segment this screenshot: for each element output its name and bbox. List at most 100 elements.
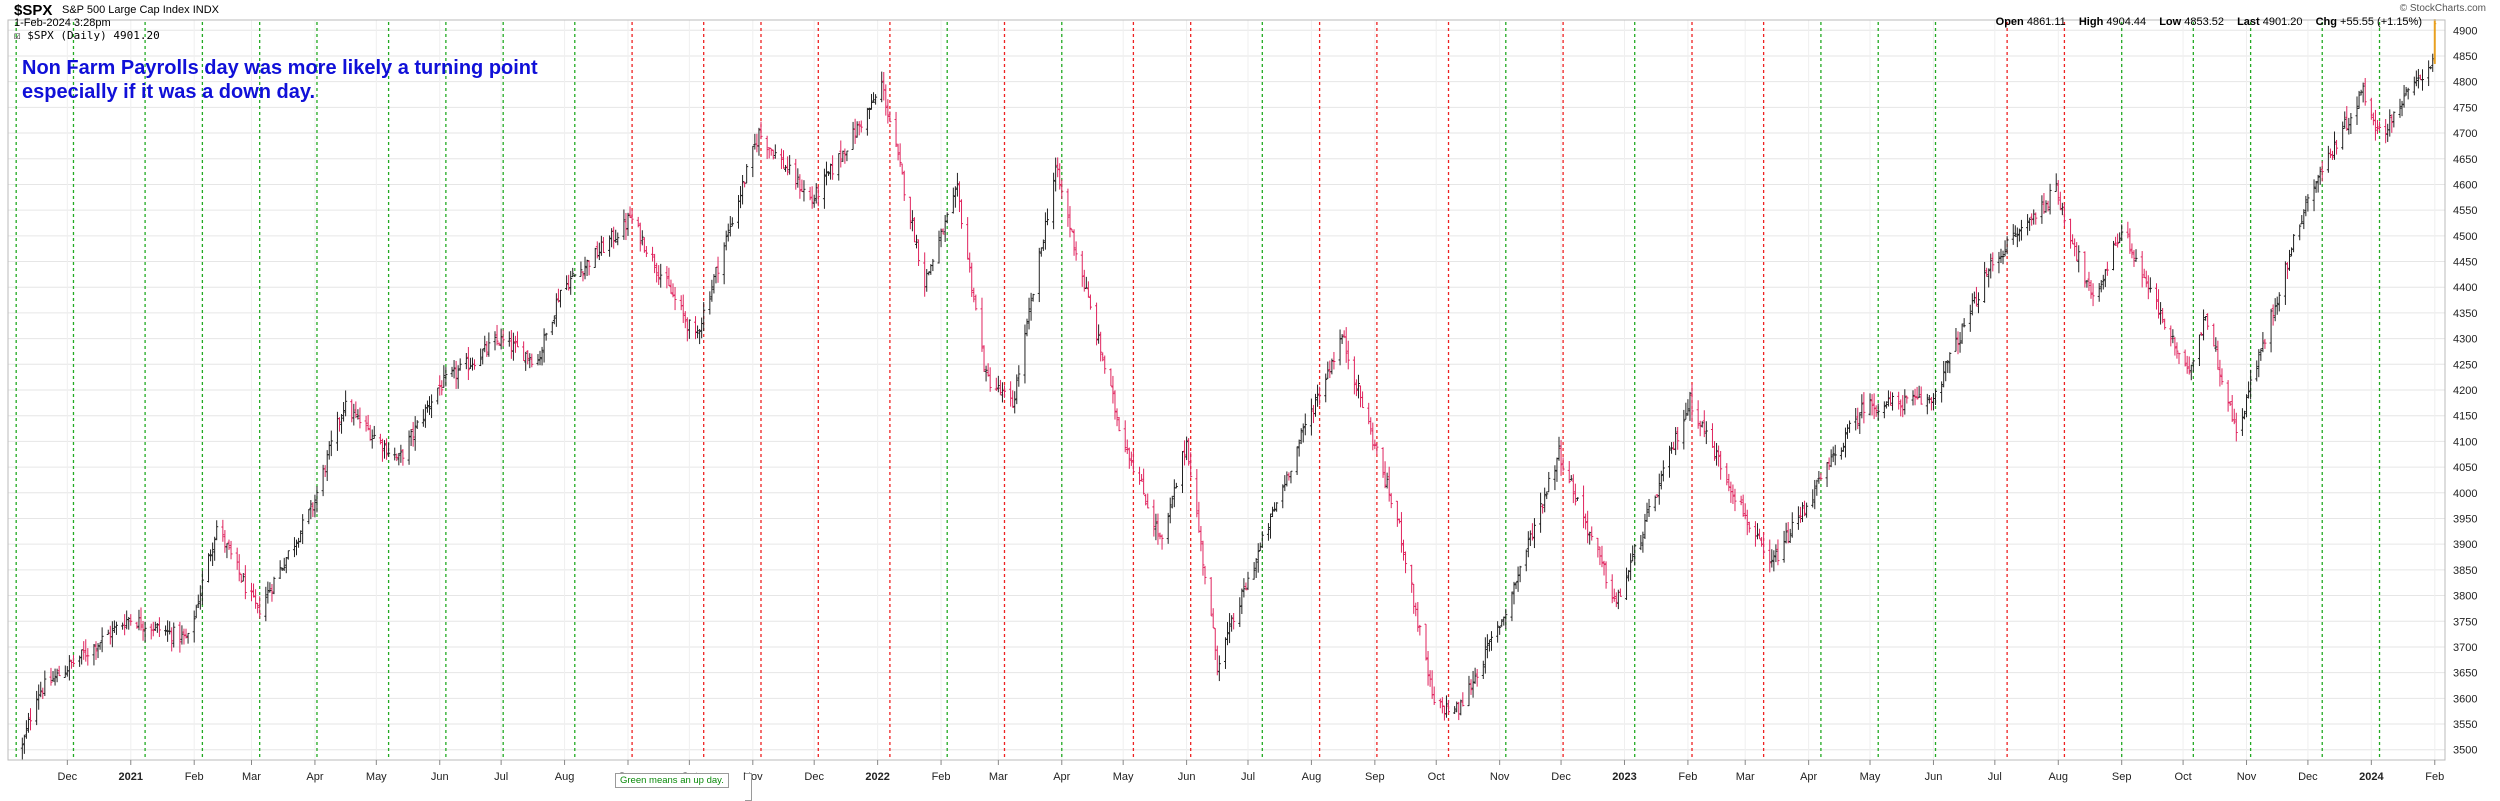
ohlc-bar xyxy=(1567,461,1571,484)
ohlc-bar xyxy=(1569,475,1573,481)
ohlc-bar xyxy=(698,328,702,345)
ohlc-bar xyxy=(1618,588,1622,597)
ohlc-bar xyxy=(1354,379,1358,397)
ohlc-bar xyxy=(1768,539,1772,573)
low-label: Low xyxy=(2159,16,2182,28)
ohlc-bar xyxy=(401,449,405,466)
ohlc-bar xyxy=(2406,87,2410,100)
ohlc-bar xyxy=(2320,161,2324,182)
ohlc-bar xyxy=(454,360,458,389)
ohlc-bar xyxy=(1518,565,1522,583)
ohlc-bar xyxy=(1682,409,1686,450)
ohlc-bar xyxy=(2128,228,2132,254)
ohlc-bar xyxy=(1530,523,1534,541)
ohlc-bar xyxy=(1424,623,1428,661)
ohlc-bar xyxy=(2191,360,2195,372)
ohlc-bar xyxy=(966,217,970,260)
ohlc-bar xyxy=(368,424,372,441)
x-tick-label: Aug xyxy=(2048,771,2068,783)
ohlc-bar xyxy=(143,621,147,642)
ohlc-bar xyxy=(2255,360,2259,382)
ohlc-bar xyxy=(917,239,921,266)
ohlc-bar xyxy=(957,181,961,213)
y-tick-label: 4700 xyxy=(2453,128,2477,140)
ohlc-bar xyxy=(2357,90,2361,109)
ohlc-bar xyxy=(1999,248,2003,263)
ohlc-bar xyxy=(2388,109,2392,137)
ohlc-bar xyxy=(211,542,215,566)
ohlc-bar xyxy=(1273,502,1277,512)
ohlc-bar xyxy=(225,543,229,559)
ohlc-bar xyxy=(1502,616,1506,626)
ohlc-bar xyxy=(1129,451,1133,466)
ohlc-bar xyxy=(1238,597,1242,628)
ohlc-bar xyxy=(524,351,528,371)
ohlc-bar xyxy=(493,331,497,351)
ohlc-bar xyxy=(845,150,849,162)
ohlc-bar xyxy=(1713,441,1717,461)
ohlc-bar xyxy=(2269,308,2273,353)
y-tick-label: 4900 xyxy=(2453,25,2477,37)
ohlc-bar xyxy=(1667,445,1671,478)
ohlc-bar xyxy=(282,557,286,571)
ohlc-bar xyxy=(301,514,305,544)
ohlc-bar xyxy=(370,429,374,449)
ohlc-bar xyxy=(2019,219,2023,241)
nfp-day-lines xyxy=(15,22,2381,760)
ohlc-bar xyxy=(728,216,732,237)
ohlc-bar xyxy=(1371,422,1375,451)
ohlc-bar xyxy=(1489,631,1493,651)
ohlc-bar xyxy=(1819,472,1823,481)
ohlc-bar xyxy=(1504,608,1508,629)
ohlc-bar xyxy=(1700,421,1704,428)
ohlc-bar xyxy=(1181,451,1185,493)
ohlc-bar xyxy=(1942,361,1946,388)
ohlc-bar xyxy=(2304,195,2308,217)
ohlc-bar xyxy=(1383,461,1387,489)
gridlines xyxy=(8,20,2445,760)
ohlc-bar xyxy=(802,180,806,202)
ohlc-bar xyxy=(2060,202,2064,216)
ohlc-bar xyxy=(1125,439,1129,454)
index-name-text: S&P 500 Large Cap Index xyxy=(62,4,190,16)
ohlc-bar xyxy=(853,118,857,144)
ohlc-bar xyxy=(1684,402,1688,420)
ohlc-bar xyxy=(2189,364,2193,381)
ohlc-bar xyxy=(2026,214,2030,236)
ohlc-bar xyxy=(542,328,546,363)
ohlc-bar xyxy=(1960,323,1964,344)
series-legend-text: $SPX (Daily) 4901.20 xyxy=(27,29,160,42)
ohlc-bar xyxy=(1719,450,1723,480)
ohlc-bar xyxy=(1897,391,1901,410)
ohlc-bar xyxy=(1559,440,1563,476)
ohlc-bar xyxy=(1166,512,1170,544)
x-tick-label: 2022 xyxy=(865,771,889,783)
ohlc-bar xyxy=(2083,251,2087,288)
ohlc-bar xyxy=(2277,292,2281,312)
ohlc-bar xyxy=(1395,500,1399,527)
ohlc-bar xyxy=(98,642,102,650)
ohlc-bar xyxy=(513,335,517,353)
ohlc-bar xyxy=(1745,509,1749,536)
ohlc-bar xyxy=(1289,470,1293,484)
legend-toggle-icon[interactable]: ☑ xyxy=(14,29,21,42)
ohlc-bar xyxy=(1025,318,1029,337)
ohlc-bar xyxy=(522,341,526,361)
chg-label: Chg xyxy=(2315,16,2337,28)
ohlc-bar xyxy=(741,174,745,205)
ohlc-bar xyxy=(1561,457,1565,472)
ohlc-bar xyxy=(78,655,82,667)
ohlc-readout: Open 4861.11 High 4904.44 Low 4853.52 La… xyxy=(1986,16,2422,28)
ohlc-bar xyxy=(638,222,642,252)
ohlc-bar xyxy=(153,621,157,631)
index-name: S&P 500 Large Cap Index INDX xyxy=(62,4,219,16)
ohlc-bar xyxy=(2169,325,2173,347)
ohlc-bar xyxy=(2247,381,2251,399)
ohlc-bar xyxy=(227,539,231,550)
ohlc-bar xyxy=(1359,385,1363,408)
ohlc-bar xyxy=(1798,506,1802,523)
ohlc-bar xyxy=(2028,217,2032,231)
ohlc-bar xyxy=(278,560,282,579)
ohlc-bar xyxy=(20,737,24,760)
